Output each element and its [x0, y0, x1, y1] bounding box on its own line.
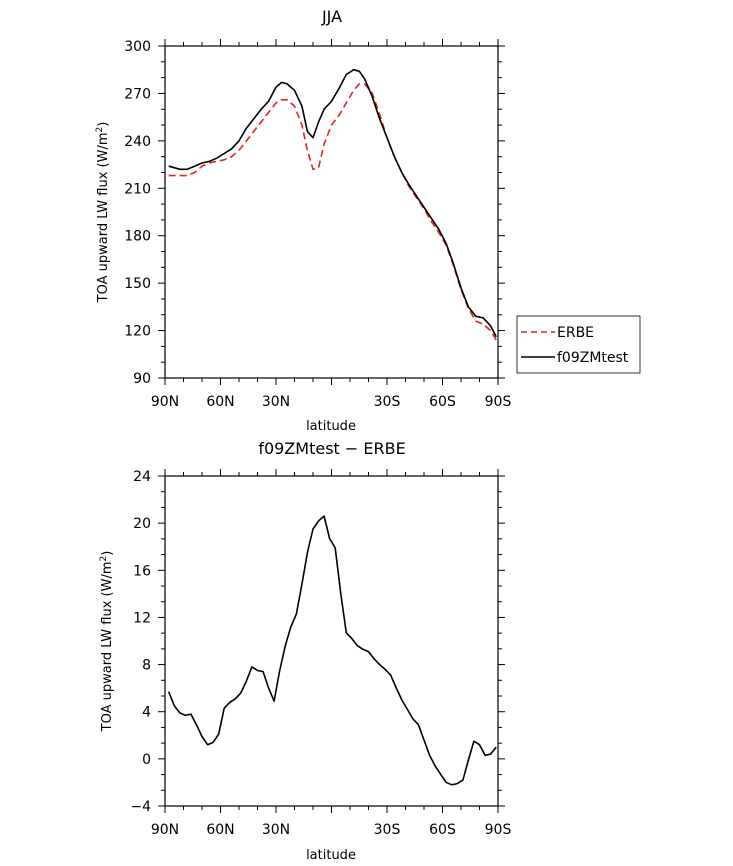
y-tick-label: 4: [142, 705, 151, 721]
y-axis-label: TOA upward LW flux (W/m2): [99, 551, 115, 733]
y-tick-label: 210: [124, 181, 151, 197]
series-group: [168, 68, 497, 341]
x-tick-label: 90N: [151, 822, 179, 838]
y-tick-label: −4: [130, 799, 151, 815]
x-tick-label: 30N: [262, 822, 290, 838]
plot-frame: [164, 475, 499, 807]
y-tick-label: 8: [142, 658, 151, 674]
axis-ticks: −4 0 4 8 12 16 20 24 90N 60N 30N 30S 60S 90S: [130, 469, 511, 838]
panel-top-chart: JJA 90 120 150 180 210 240 270 300 90N 60N 30N 30S 6…: [95, 7, 641, 434]
y-tick-label: 120: [124, 324, 151, 340]
series-group: [167, 515, 497, 786]
x-tick-label: 30S: [374, 394, 401, 410]
svg-text:TOA upward LW flux (W/m2): TOA upward LW flux (W/m2): [95, 122, 111, 304]
y-tick-label: 90: [133, 371, 151, 387]
y-axis-label: TOA upward LW flux (W/m2): [95, 122, 111, 304]
series-line-f09zmtest: [168, 68, 497, 338]
y-tick-label: 16: [133, 563, 151, 579]
x-axis-label: latitude: [306, 419, 356, 434]
chart-title: f09ZMtest − ERBE: [258, 439, 405, 458]
y-tick-label: 270: [124, 86, 151, 102]
panel-bottom-chart: f09ZMtest − ERBE −4 0 4 8 12 16 20 24 90N 60N 30N 3…: [99, 439, 511, 863]
x-tick-label: 30N: [262, 394, 290, 410]
series-line-erbe: [168, 83, 497, 341]
legend-label-erbe: ERBE: [557, 325, 594, 341]
y-tick-label: 300: [124, 39, 151, 55]
x-tick-label: 60N: [206, 822, 234, 838]
plot-frame: [164, 45, 499, 379]
y-tick-label: 20: [133, 516, 151, 532]
axis-ticks: 90 120 150 180 210 240 270 300 90N 60N 30N 30S 60S 90…: [124, 39, 511, 410]
x-tick-label: 60S: [429, 822, 456, 838]
y-tick-label: 24: [133, 469, 151, 485]
x-tick-label: 90S: [485, 394, 512, 410]
x-tick-label: 90S: [485, 822, 512, 838]
x-tick-label: 60N: [206, 394, 234, 410]
chart-title: JJA: [321, 7, 342, 26]
y-tick-label: 240: [124, 134, 151, 150]
y-tick-label: 150: [124, 276, 151, 292]
legend: ERBE f09ZMtest: [516, 315, 641, 374]
y-tick-label: 180: [124, 229, 151, 245]
x-tick-label: 60S: [429, 394, 456, 410]
x-axis-label: latitude: [306, 848, 356, 863]
legend-label-test: f09ZMtest: [557, 350, 629, 366]
series-line-difference: [167, 515, 497, 786]
legend-box: [516, 315, 641, 374]
x-tick-label: 90N: [151, 394, 179, 410]
y-tick-label: 12: [133, 610, 151, 626]
x-tick-label: 30S: [374, 822, 401, 838]
svg-text:TOA upward LW flux (W/m2): TOA upward LW flux (W/m2): [99, 551, 115, 733]
y-tick-label: 0: [142, 752, 151, 768]
